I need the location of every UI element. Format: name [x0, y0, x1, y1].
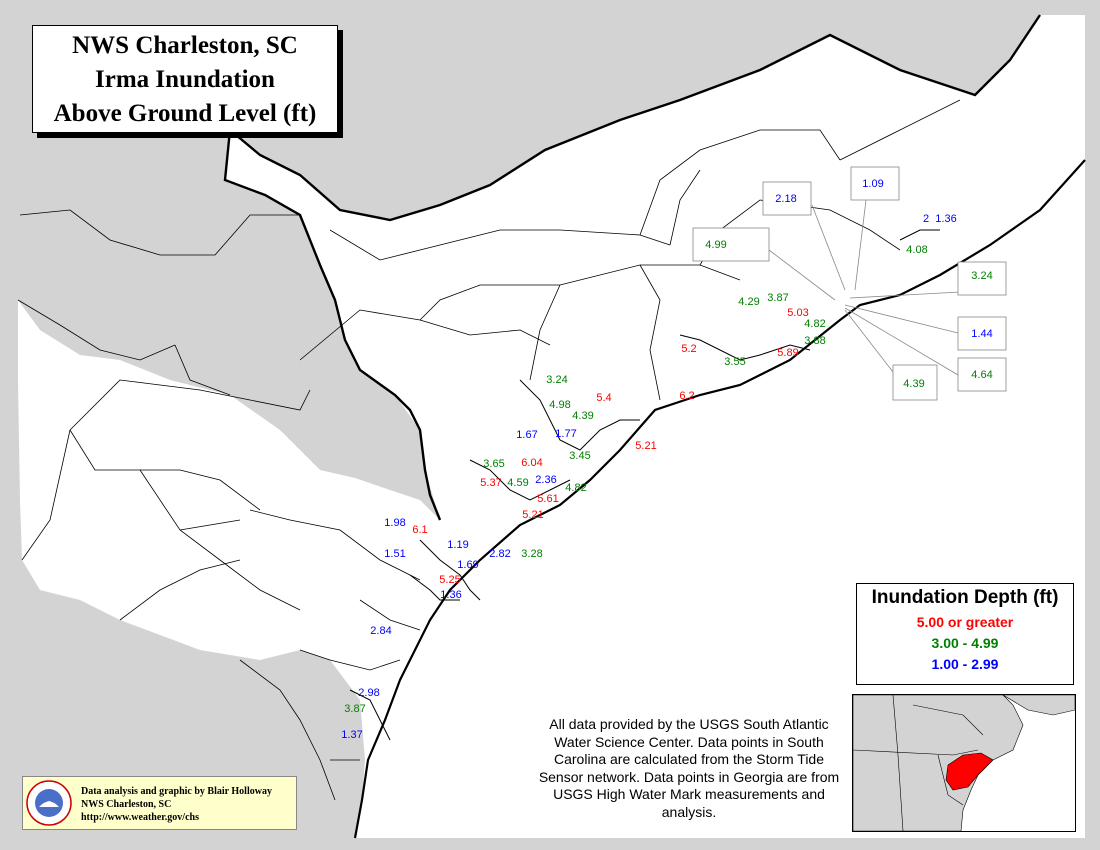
legend-heading: Inundation Depth (ft)	[871, 587, 1059, 608]
callout-boxes	[692, 166, 1007, 401]
depth-labels: 2.181.092 1.364.99 4.083.243.874.295.034.8…	[341, 178, 992, 741]
legend-item-low: 1.00 - 2.99	[931, 656, 999, 672]
depth-label-19: 6.2	[679, 390, 694, 402]
depth-label-15: 5.89	[777, 347, 798, 359]
depth-label-21: 5.4	[596, 392, 611, 404]
depth-label-34: 5.21	[522, 509, 543, 521]
depth-label-14: 3.55	[724, 356, 745, 368]
title-line-3: Above Ground Level (ft)	[53, 100, 317, 127]
depth-label-25: 3.65	[483, 458, 504, 470]
depth-label-36: 6.1	[412, 524, 427, 536]
depth-label-7: 3.87	[767, 292, 788, 304]
legend: Inundation Depth (ft) 5.00 or greater 3.…	[856, 583, 1074, 685]
depth-label-17: 4.39	[903, 378, 924, 390]
state-boundaries	[213, 14, 1041, 521]
depth-label-4: 4.99	[705, 239, 726, 251]
depth-label-18: 3.24	[546, 374, 567, 386]
depth-label-26: 6.04	[521, 457, 542, 469]
credit-line-1: Data analysis and graphic by Blair Hollo…	[81, 786, 272, 797]
county-lines	[17, 99, 961, 801]
depth-label-3: 1.36	[935, 213, 956, 225]
depth-label-29: 5.37	[480, 477, 501, 489]
depth-label-0: 2.18	[775, 193, 796, 205]
credit-line-2: NWS Charleston, SC	[81, 799, 172, 810]
depth-label-37: 1.19	[447, 539, 468, 551]
legend-item-high: 5.00 or greater	[916, 614, 1014, 630]
depth-label-1: 1.09	[862, 178, 883, 190]
depth-label-32: 4.82	[565, 482, 586, 494]
depth-label-33: 5.61	[537, 493, 558, 505]
depth-label-10: 4.82	[804, 318, 825, 330]
depth-label-41: 1.69	[457, 559, 478, 571]
credit-box: Data analysis and graphic by Blair Hollo…	[22, 776, 297, 830]
depth-label-42: 5.25	[439, 574, 460, 586]
depth-label-28: 5.21	[635, 440, 656, 452]
data-source-note: All data provided by the USGS South Atla…	[530, 716, 848, 821]
depth-label-40: 2.82	[489, 548, 510, 560]
callout-leaders	[768, 199, 961, 376]
title-line-2: Irma Inundation	[95, 66, 275, 93]
depth-label-9: 5.03	[787, 307, 808, 319]
depth-label-31: 2.36	[535, 474, 556, 486]
coastline	[353, 159, 1086, 839]
locator-inset-map	[852, 694, 1076, 832]
depth-label-35: 1.98	[384, 517, 405, 529]
depth-label-44: 2.84	[370, 625, 391, 637]
depth-label-27: 3.45	[569, 450, 590, 462]
title-line-1: NWS Charleston, SC	[72, 32, 298, 59]
depth-label-12: 1.44	[971, 328, 992, 340]
depth-label-24: 1.77	[555, 428, 576, 440]
depth-label-45: 2.98	[358, 687, 379, 699]
depth-label-13: 5.2	[681, 343, 696, 355]
map-title: NWS Charleston, SC Irma Inundation Above…	[32, 25, 338, 133]
depth-label-6: 3.24	[971, 270, 992, 282]
depth-label-8: 4.29	[738, 296, 759, 308]
legend-item-mid: 3.00 - 4.99	[931, 635, 999, 651]
highlight-region	[945, 752, 994, 791]
depth-label-2: 2	[923, 213, 929, 225]
depth-label-46: 3.87	[344, 703, 365, 715]
credit-line-3: http://www.weather.gov/chs	[81, 812, 199, 823]
depth-label-20: 4.98	[549, 399, 570, 411]
depth-label-39: 1.51	[384, 548, 405, 560]
depth-label-5: 4.08	[906, 244, 927, 256]
locator-svg	[853, 695, 1075, 831]
depth-label-47: 1.37	[341, 729, 362, 741]
depth-label-38: 3.28	[521, 548, 542, 560]
nws-logo-icon	[26, 780, 72, 826]
depth-label-22: 4.39	[572, 410, 593, 422]
depth-label-23: 1.67	[516, 429, 537, 441]
depth-label-16: 4.64	[971, 369, 992, 381]
depth-label-30: 4.59	[507, 477, 528, 489]
depth-label-43: 1.36	[440, 589, 461, 601]
tidal-marsh-lines	[349, 229, 940, 741]
depth-label-11: 3.88	[804, 335, 825, 347]
